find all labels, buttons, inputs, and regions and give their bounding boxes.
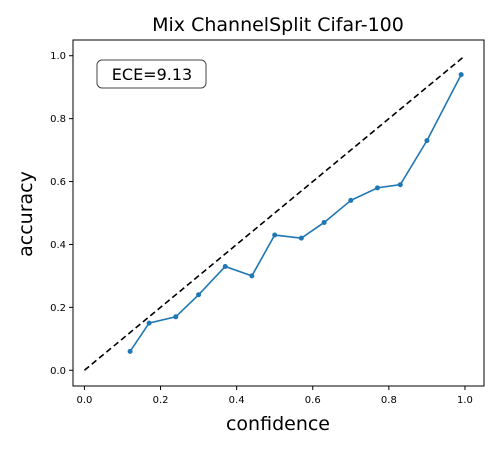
data-point [146, 320, 152, 326]
y-tick-label: 0.0 [50, 366, 66, 377]
data-point [222, 263, 228, 269]
y-axis-label: accuracy [15, 171, 37, 257]
data-point [249, 273, 255, 279]
data-point [196, 292, 202, 298]
y-tick-label: 0.2 [50, 303, 66, 314]
chart-title: Mix ChannelSplit Cifar-100 [152, 14, 404, 36]
x-tick-label: 0.6 [305, 395, 321, 406]
data-point [173, 314, 179, 320]
data-point [348, 197, 354, 203]
ece-annotation: ECE=9.13 [112, 65, 192, 84]
perfect-calibration-line [83, 55, 466, 371]
y-tick-label: 0.6 [50, 177, 66, 188]
data-point [374, 185, 380, 191]
plot-area: 0.0 0.2 0.4 0.6 0.8 1.0 0.0 0.2 0.4 0.6 0.8 1.0 ECE=… [50, 39, 485, 406]
y-tick-label: 0.4 [50, 240, 66, 251]
x-tick-label: 0.4 [229, 395, 245, 406]
data-point [397, 182, 403, 188]
data-point [127, 348, 133, 354]
x-tick-label: 1.0 [457, 395, 473, 406]
data-point [424, 138, 430, 144]
plot-frame [72, 39, 485, 387]
data-point [272, 232, 278, 238]
data-point [321, 219, 327, 225]
data-point [298, 235, 304, 241]
x-tick-label: 0.0 [76, 395, 92, 406]
y-tick-label: 1.0 [50, 51, 66, 62]
ece-annotation-box [96, 59, 207, 89]
calibration-curve-line [129, 74, 462, 352]
x-tick-label: 0.8 [381, 395, 397, 406]
data-point [458, 72, 464, 78]
x-axis-label: confidence [226, 413, 330, 435]
x-tick-label: 0.2 [153, 395, 169, 406]
y-tick-label: 0.8 [50, 114, 66, 125]
